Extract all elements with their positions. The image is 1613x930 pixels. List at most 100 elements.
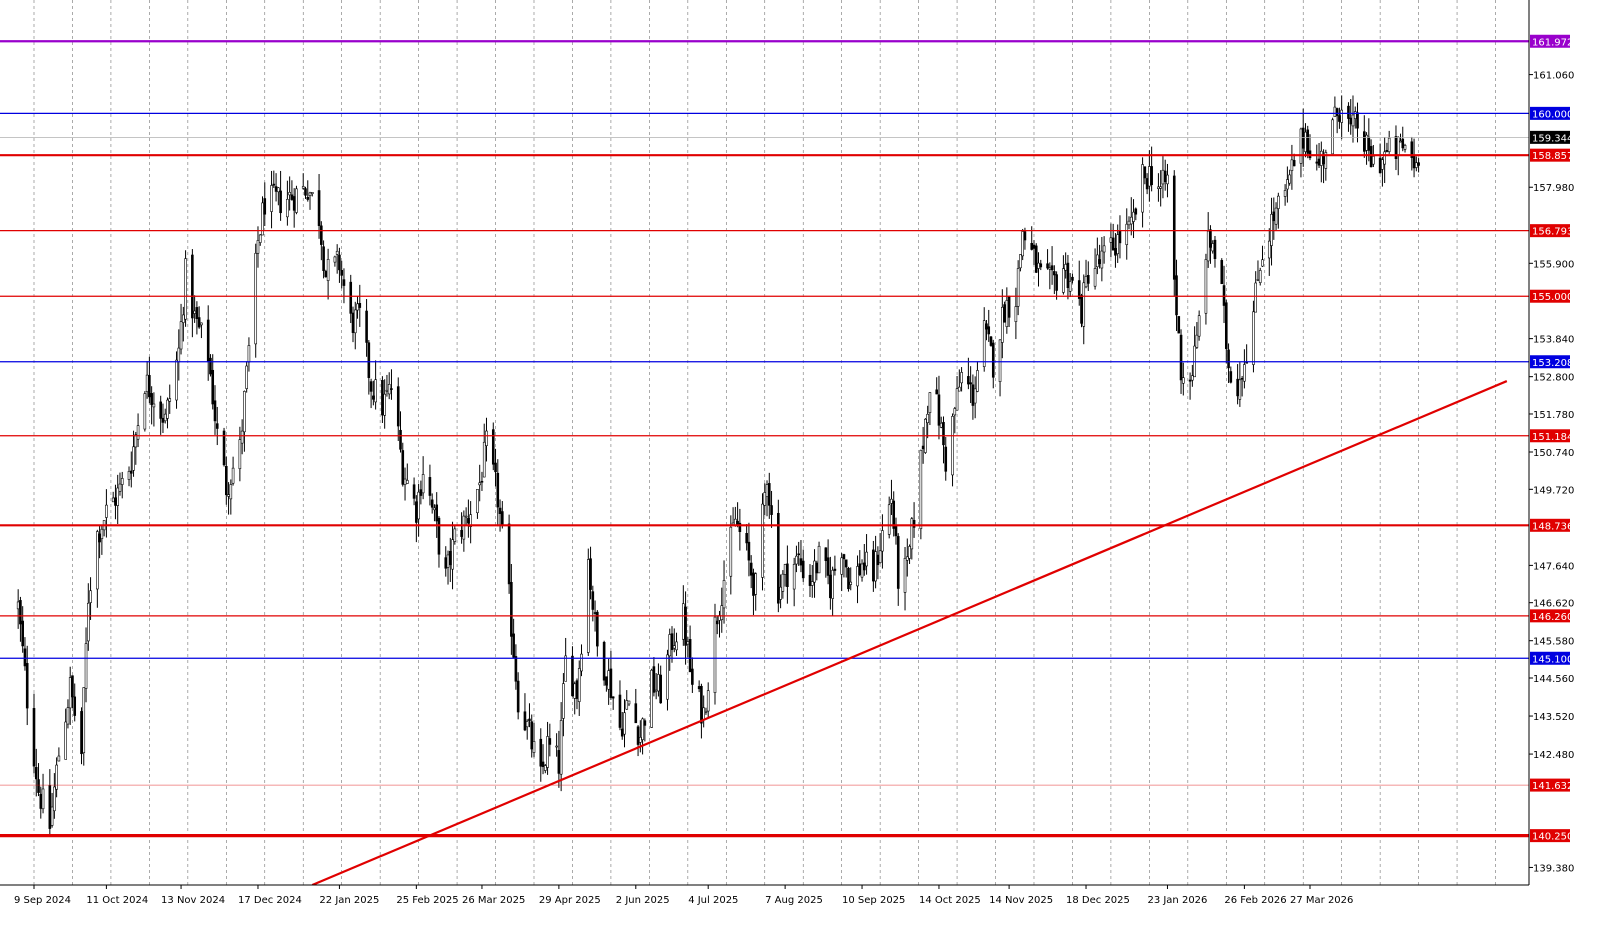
candle-body-bear — [1335, 108, 1339, 116]
price-tick-label: 152.800 — [1533, 373, 1574, 384]
candle-body-bear — [480, 480, 484, 483]
candle-body-bull — [720, 605, 724, 621]
candle-body-bear — [799, 558, 803, 566]
candle-body-bull — [562, 683, 565, 719]
candle-body-bull — [1252, 311, 1255, 365]
candle-body-bear — [824, 547, 828, 561]
candle-body-bear — [1378, 157, 1382, 174]
candle-body-bear — [987, 326, 991, 335]
candle-body-bull — [1082, 282, 1086, 327]
candle-body-bull — [953, 408, 957, 416]
candle-body-bull — [706, 690, 710, 712]
candle-body-bear — [842, 554, 846, 560]
price-tick-label: 155.900 — [1533, 259, 1574, 270]
candle-body-bull — [1243, 364, 1246, 382]
candle-body-bear — [206, 319, 210, 363]
candle-body-bull — [405, 480, 409, 484]
candle-body-bear — [512, 633, 515, 658]
candle-body-bear — [1098, 259, 1101, 265]
candle-body-bear — [593, 612, 597, 614]
level-label-box — [1530, 148, 1570, 162]
candle-body-bear — [844, 559, 848, 568]
candle-body-bull — [89, 590, 92, 603]
candle-body-bear — [770, 505, 773, 515]
candle-body-bear — [516, 680, 520, 713]
date-tick-label: 22 Jan 2025 — [319, 895, 379, 906]
candle-body-bull — [903, 558, 907, 593]
candle-body-bull — [105, 504, 108, 518]
candle-body-bear — [1050, 265, 1054, 271]
candle-body-bull — [1127, 220, 1131, 226]
candle-body-bull — [1270, 214, 1273, 246]
candle-body-bear — [1236, 378, 1239, 397]
candle-body-bear — [967, 376, 970, 385]
candle-body-bear — [1086, 275, 1090, 284]
candle-body-bear — [738, 522, 742, 533]
candle-body-bear — [1134, 208, 1138, 215]
candle-body-bear — [48, 785, 52, 829]
candle-body-bull — [433, 507, 436, 511]
candle-body-bear — [501, 511, 504, 526]
date-tick-label: 13 Nov 2024 — [161, 895, 225, 906]
candle-body-bull — [1283, 190, 1287, 197]
candle-body-bear — [19, 600, 22, 625]
candle-body-bull — [50, 806, 54, 826]
candle-body-bull — [1191, 375, 1194, 381]
candle-body-bear — [401, 450, 405, 485]
candle-body-bull — [1048, 267, 1052, 270]
candle-body-bull — [1197, 315, 1201, 337]
candle-body-bull — [1062, 268, 1065, 293]
candle-body-bear — [609, 668, 613, 698]
level-label-box — [1530, 34, 1570, 48]
candle-body-bull — [469, 514, 472, 527]
candle-body-bear — [942, 421, 945, 446]
candle-body-bull — [1159, 186, 1162, 189]
candle-body-bear — [752, 572, 755, 596]
candle-body-bear — [826, 557, 830, 576]
candle-body-bull — [1125, 223, 1129, 246]
candle-body-bull — [240, 430, 244, 444]
candle-body-bull — [247, 345, 251, 363]
level-label-box — [1530, 651, 1570, 665]
trendline-layer[interactable] — [311, 380, 1508, 887]
horizontal-levels[interactable] — [0, 40, 1529, 838]
candle-body-bull — [168, 398, 172, 402]
candle-body-bull — [1299, 128, 1303, 164]
candle-body-bull — [580, 653, 583, 672]
candle-body-bear — [274, 186, 278, 192]
candle-body-bear — [1163, 170, 1167, 182]
candle-body-bull — [1016, 268, 1020, 307]
ascending-trendline[interactable] — [311, 380, 1508, 887]
candle-body-bull — [890, 498, 893, 504]
candle-body-bear — [1032, 244, 1036, 249]
candle-body-bear — [539, 738, 543, 767]
candle-body-bull — [564, 655, 567, 682]
candle-body-bear — [494, 462, 497, 473]
candle-body-bear — [749, 562, 753, 576]
candle-body-bull — [532, 741, 536, 753]
candle-body-bull — [1331, 119, 1334, 155]
candle-body-bear — [320, 225, 323, 245]
candle-body-bear — [1034, 245, 1038, 273]
candle-body-bear — [467, 518, 470, 524]
candle-body-bear — [715, 620, 719, 625]
date-tick-label: 27 Mar 2026 — [1290, 895, 1353, 906]
candle-body-bull — [258, 234, 262, 243]
candle-body-bull — [939, 422, 943, 428]
level-label-145-100: 145.100 — [1530, 651, 1573, 665]
candle-body-bull — [100, 528, 104, 540]
candle-body-bull — [1132, 211, 1135, 222]
candle-body-bull — [270, 185, 273, 212]
price-tick-label: 145.580 — [1533, 637, 1574, 648]
candle-body-bear — [876, 554, 880, 566]
candle-body-bull — [682, 603, 685, 640]
candle-body-bear — [71, 675, 74, 698]
level-label-box — [1530, 224, 1570, 238]
candle-body-bear — [991, 342, 995, 378]
candle-body-bull — [1021, 231, 1024, 257]
candle-body-bull — [955, 388, 959, 411]
level-label-text: 158.857 — [1532, 151, 1573, 162]
candle-body-bull — [1415, 162, 1418, 168]
